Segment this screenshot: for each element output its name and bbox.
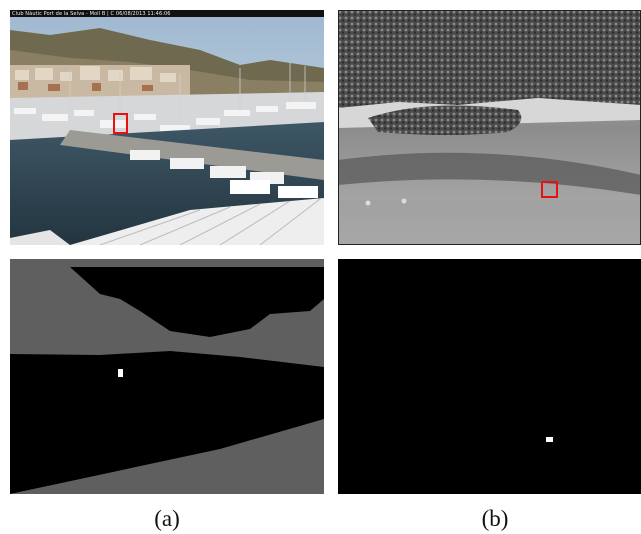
detected-object-a	[118, 369, 123, 377]
infrared-photo-drawing	[338, 10, 641, 245]
detection-box-b	[541, 181, 558, 198]
harbour-rgb-photo: Club Nàutic Port de la Selva - Moll B | …	[10, 10, 324, 245]
detection-box-a	[113, 113, 128, 134]
mask-b-drawing	[338, 259, 641, 494]
lake-segmentation-mask	[338, 259, 641, 494]
caption-a: (a)	[154, 506, 180, 531]
caption-b: (b)	[481, 506, 509, 531]
lake-infrared-photo	[338, 10, 641, 245]
detected-object-b	[546, 437, 553, 442]
harbour-photo-drawing	[10, 10, 324, 245]
webcam-overlay-text: Club Nàutic Port de la Selva - Moll B | …	[12, 11, 171, 17]
harbour-segmentation-mask	[10, 259, 324, 494]
mask-a-drawing	[10, 259, 324, 494]
